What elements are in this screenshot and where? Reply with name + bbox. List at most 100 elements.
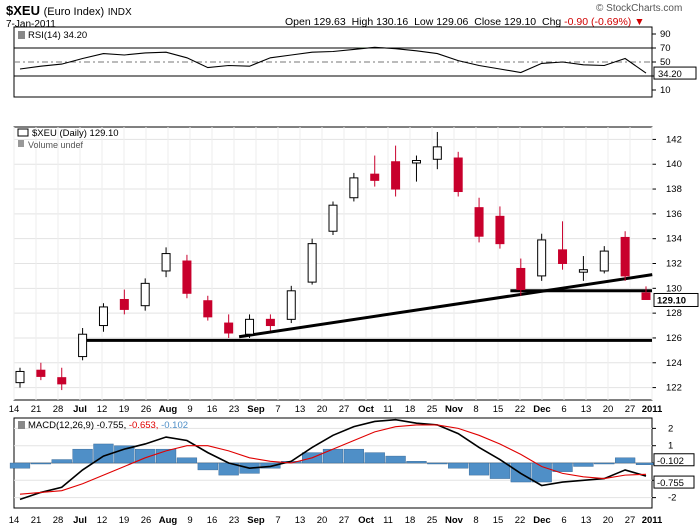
macd-x-tick-label: 20 [317, 515, 328, 526]
macd-histogram-bar [343, 448, 364, 464]
price-legend-text: $XEU (Daily) 129.10 [32, 128, 119, 139]
change-label: Chg [541, 16, 562, 28]
brand-watermark: © StockCharts.com [596, 3, 683, 14]
macd-x-tick-label: 2011 [642, 515, 663, 526]
price-x-tick-label: Dec [533, 404, 550, 415]
candle-body [370, 173, 380, 181]
rsi-tick-label: 10 [660, 85, 671, 96]
macd-histogram-bar [260, 462, 281, 469]
candle-body [36, 369, 46, 377]
price-x-tick-label: Nov [445, 404, 464, 415]
candle [474, 197, 484, 243]
macd-histogram-bar [30, 462, 51, 465]
candle [620, 231, 630, 281]
candle [516, 258, 526, 296]
candle-body [453, 157, 463, 193]
macd-histogram-bar [468, 462, 490, 476]
candle-body [203, 300, 213, 318]
chart-symbol: $XEU (Euro Index) INDX [6, 3, 132, 18]
macd-x-tick-label: 12 [97, 515, 108, 526]
open-value: 129.63 [313, 16, 346, 28]
ohlc-readout: Open 129.63 High 130.16 Low 129.06 Close… [285, 16, 645, 28]
price-x-tick-label: 25 [427, 404, 438, 415]
macd-last-box [653, 453, 695, 467]
macd-legend [18, 421, 25, 429]
macd-histogram-bar [406, 461, 427, 464]
price-tick-label: 124 [666, 358, 682, 369]
candle [578, 256, 588, 281]
candle [328, 201, 338, 235]
macd-histogram-bar [9, 462, 31, 469]
price-x-tick-label: 26 [141, 404, 152, 415]
price-x-tick-label: 15 [493, 404, 504, 415]
macd-x-tick-label: 14 [9, 515, 20, 526]
macd-legend-part: -0.653, [129, 420, 161, 431]
rsi-tick-label: 50 [660, 57, 671, 68]
candle [453, 151, 463, 197]
candle-body [432, 146, 442, 160]
macd-histogram-bar [51, 459, 72, 464]
candle [161, 247, 171, 278]
macd-last-label: -0.755 [657, 478, 684, 489]
price-x-tick-label: 9 [187, 404, 192, 415]
candle-body [578, 269, 588, 273]
close-value: 129.10 [504, 16, 537, 28]
symbol-text: $XEU [6, 3, 40, 18]
rsi-legend [18, 31, 25, 39]
high-label: High [351, 16, 374, 28]
candle [182, 254, 192, 299]
candle [265, 314, 275, 331]
macd-last-box [653, 475, 695, 489]
macd-histogram-bar [322, 448, 344, 464]
macd-x-tick-label: 13 [295, 515, 306, 526]
candle [119, 289, 129, 315]
candle-body [474, 207, 484, 237]
exchange-label: INDX [107, 7, 132, 18]
macd-histogram-bar [615, 457, 636, 464]
candle-body [349, 177, 359, 199]
candle-body [620, 236, 630, 277]
macd-legend-part: -0.102 [161, 420, 188, 431]
macd-last-label: -0.102 [657, 456, 684, 467]
macd-x-tick-label: 16 [207, 515, 218, 526]
price-x-tick-label: 2011 [642, 404, 663, 415]
macd-x-tick-label: Jul [73, 515, 87, 526]
candle [245, 314, 255, 338]
price-x-tick-label: 7 [275, 404, 280, 415]
price-legend-icon [17, 128, 29, 137]
low-value: 129.06 [436, 16, 469, 28]
macd-tick-label: 2 [668, 423, 673, 434]
macd-histogram-bar [72, 448, 93, 464]
macd-x-tick-label: 6 [561, 515, 566, 526]
price-x-tick-label: 27 [339, 404, 350, 415]
price-tick-label: 132 [666, 259, 682, 270]
macd-histogram-bar [114, 445, 135, 464]
macd-x-tick-label: 22 [515, 515, 526, 526]
rising-trendline [238, 273, 653, 339]
macd-x-tick-label: Dec [533, 515, 550, 526]
candle-body [161, 253, 171, 272]
candle [411, 155, 421, 182]
macd-x-tick-label: 8 [473, 515, 478, 526]
macd-x-tick-label: 23 [229, 515, 240, 526]
candle-body [599, 250, 609, 272]
candle-body [98, 306, 108, 327]
macd-x-tick-label: 21 [31, 515, 42, 526]
candle [641, 286, 651, 300]
candle-body [15, 370, 25, 384]
candle [432, 131, 442, 170]
rsi-legend-text: RSI(14) 34.20 [28, 30, 87, 41]
price-x-tick-label: Sep [247, 404, 265, 415]
price-tick-label: 128 [666, 308, 682, 319]
price-x-tick-label: 23 [229, 404, 240, 415]
price-x-tick-label: 14 [9, 404, 20, 415]
candle-body [286, 290, 296, 320]
rsi-tick-label: 70 [660, 43, 671, 54]
rsi-last-box [653, 66, 697, 80]
price-tick-label: 122 [666, 383, 682, 394]
price-tick-label: 134 [666, 234, 682, 245]
high-value: 130.16 [376, 16, 409, 28]
candle [36, 362, 46, 381]
price-x-tick-label: 28 [53, 404, 64, 415]
candle [203, 295, 213, 321]
